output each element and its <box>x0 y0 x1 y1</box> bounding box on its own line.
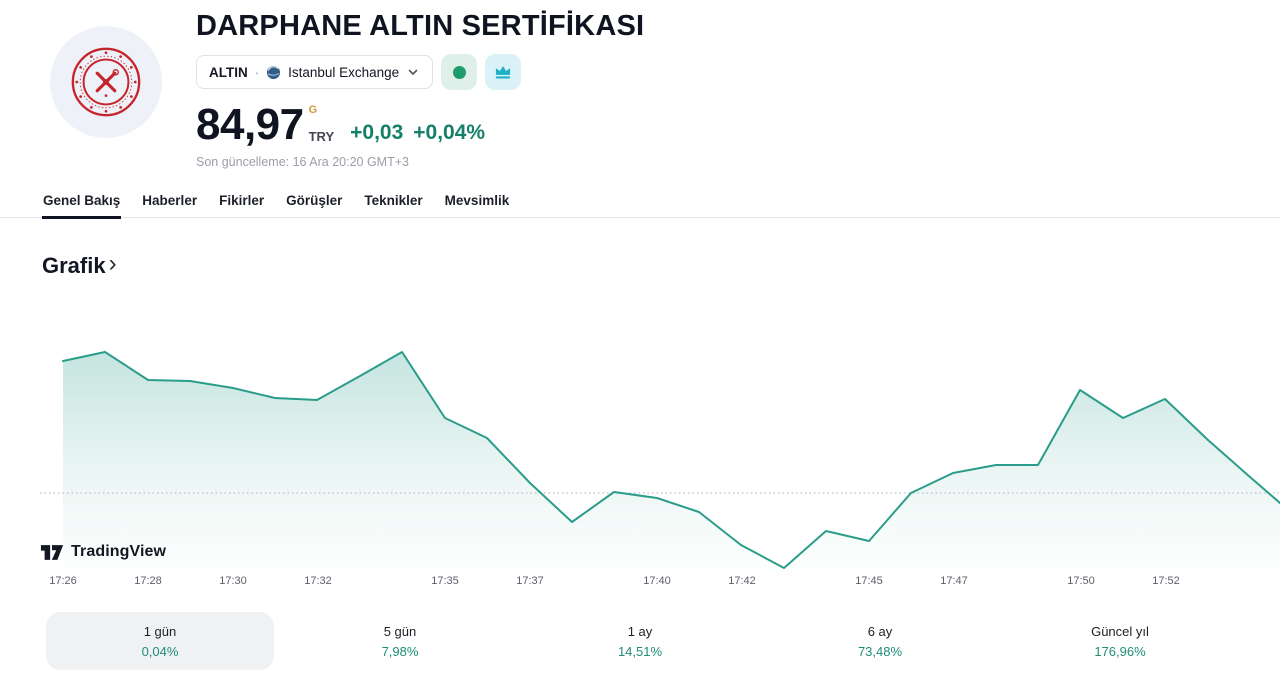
time-tick-label: 17:47 <box>940 575 968 587</box>
premium-crown-button[interactable] <box>485 54 522 91</box>
time-tick-label: 17:28 <box>134 575 162 587</box>
time-tick-label: 17:26 <box>49 575 77 587</box>
last-update-text: Son güncelleme: 16 Ara 20:20 GMT+3 <box>196 155 409 170</box>
period-selector: 1 gün 0,04% 5 gün 7,98% 1 ay 14,51% 6 ay… <box>40 612 1240 670</box>
last-price: 84,97 <box>196 100 304 150</box>
tab-genel-bakis[interactable]: Genel Bakış <box>42 191 122 219</box>
symbol-label: ALTIN <box>209 64 248 80</box>
exchange-logo-icon <box>267 65 281 79</box>
chart-section-link[interactable]: Grafik › <box>42 252 117 280</box>
time-tick-label: 17:42 <box>728 575 756 587</box>
tradingview-brand-text: TradingView <box>71 543 167 560</box>
tradingview-attribution[interactable]: TradingView <box>40 543 166 561</box>
tab-mevsimlik[interactable]: Mevsimlik <box>444 193 510 208</box>
exchange-label: Istanbul Exchange <box>288 64 400 80</box>
time-tick-label: 17:40 <box>643 575 671 587</box>
currency-label: TRY <box>308 129 335 145</box>
seal-emblem-icon <box>71 47 141 117</box>
separator-dot: · <box>254 64 260 80</box>
ministry-seal-logo <box>50 26 162 138</box>
time-axis: 17:26 17:28 17:30 17:32 17:35 17:37 17:40 17:42… <box>0 575 1280 589</box>
market-open-dot-icon <box>452 65 466 79</box>
change-absolute: +0,03 <box>350 121 404 145</box>
tradingview-logo-icon <box>40 544 64 560</box>
time-tick-label: 17:50 <box>1067 575 1095 587</box>
change-percent: +0,04% <box>413 121 486 145</box>
symbol-chip-row: ALTIN · Istanbul Exchange <box>196 54 644 91</box>
time-tick-label: 17:32 <box>304 575 332 587</box>
period-5gun[interactable]: 5 gün 7,98% <box>286 612 514 670</box>
tab-haberler[interactable]: Haberler <box>142 193 198 208</box>
chevron-right-icon: › <box>108 250 117 277</box>
time-tick-label: 17:30 <box>219 575 247 587</box>
price-chart-svg[interactable] <box>0 330 1280 580</box>
market-status-button[interactable] <box>441 54 478 91</box>
symbol-exchange-dropdown[interactable]: ALTIN · Istanbul Exchange <box>196 55 434 90</box>
price-change: +0,03 +0,04% <box>350 121 485 146</box>
tab-gorusler[interactable]: Görüşler <box>286 193 343 208</box>
time-tick-label: 17:35 <box>431 575 459 587</box>
tab-teknikler[interactable]: Teknikler <box>364 193 423 208</box>
time-tick-label: 17:37 <box>516 575 544 587</box>
price-line <box>62 351 1280 569</box>
session-marker: G <box>308 104 318 117</box>
period-1gun[interactable]: 1 gün 0,04% <box>46 612 274 670</box>
symbol-header: DARPHANE ALTIN SERTİFİKASI ALTIN · Istan… <box>196 10 644 169</box>
chevron-down-icon <box>408 70 418 76</box>
time-tick-label: 17:52 <box>1152 575 1180 587</box>
period-1ay[interactable]: 1 ay 14,51% <box>526 612 754 670</box>
tab-bar: Genel Bakış Haberler Fikirler Görüşler T… <box>0 191 1280 219</box>
crown-icon <box>496 66 511 79</box>
page-title: DARPHANE ALTIN SERTİFİKASI <box>196 10 645 42</box>
price-block: 84,97 G TRY +0,03 +0,04% <box>196 100 644 150</box>
price-chart[interactable] <box>0 330 1280 580</box>
period-6ay[interactable]: 6 ay 73,48% <box>766 612 994 670</box>
time-tick-label: 17:45 <box>855 575 883 587</box>
period-guncel-yil[interactable]: Güncel yıl 176,96% <box>1006 612 1234 670</box>
tab-fikirler[interactable]: Fikirler <box>219 193 265 208</box>
section-title-text: Grafik <box>42 253 106 278</box>
